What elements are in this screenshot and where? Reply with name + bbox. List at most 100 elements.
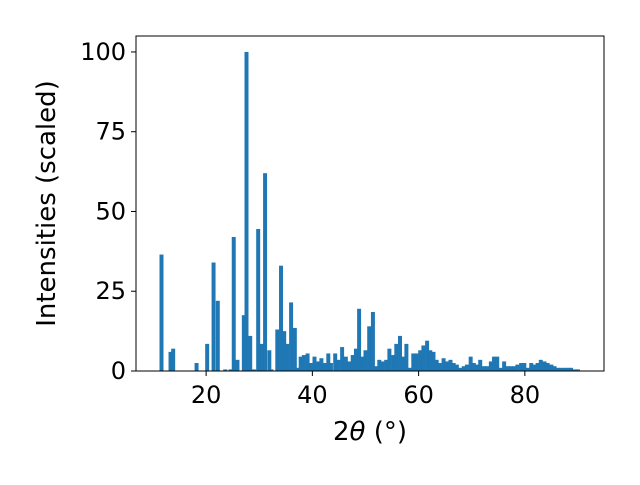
bar: [542, 361, 547, 371]
bar: [267, 350, 272, 371]
bar: [363, 350, 368, 371]
bar: [552, 366, 557, 371]
bar: [275, 329, 280, 371]
bar: [555, 367, 560, 371]
bar: [565, 367, 570, 371]
bar: [481, 366, 486, 371]
bar: [350, 355, 355, 371]
bar: [407, 367, 412, 371]
plot-frame: [135, 35, 605, 372]
bar: [322, 363, 327, 371]
bar: [292, 327, 297, 371]
x-axis-label-unit: (°): [365, 417, 407, 447]
bar: [562, 367, 567, 371]
bar: [279, 265, 284, 371]
bar: [285, 343, 290, 371]
bar: [428, 350, 433, 371]
bar: [505, 366, 510, 371]
bar: [475, 364, 480, 371]
bar: [468, 356, 473, 371]
bar: [529, 363, 534, 371]
y-axis-label: Intensities (scaled): [32, 80, 62, 327]
bar: [418, 350, 423, 371]
bar: [326, 353, 331, 371]
bar: [522, 363, 527, 371]
bar: [168, 351, 173, 371]
bar: [215, 300, 220, 371]
bar: [444, 361, 449, 371]
bar: [461, 366, 466, 371]
x-axis-ticks: 20 40 60 80: [191, 371, 540, 409]
bar: [256, 229, 261, 371]
bar: [549, 364, 554, 371]
bar: [502, 361, 507, 371]
bar: [431, 351, 436, 371]
bar: [312, 356, 317, 371]
bar: [569, 367, 574, 371]
bar: [248, 335, 253, 371]
bar: [263, 173, 268, 371]
bar: [525, 367, 530, 371]
bar: [289, 302, 294, 371]
bar: [171, 348, 176, 371]
x-axis-label-symbol: θ: [350, 417, 366, 447]
bar: [282, 331, 287, 371]
bar: [414, 353, 419, 371]
x-axis-label: 2θ (°): [333, 417, 407, 447]
bar: [434, 359, 439, 371]
bar: [464, 364, 469, 371]
bars-group: [159, 51, 580, 371]
bar: [425, 340, 430, 371]
bar: [357, 308, 362, 371]
x-tick-label: 80: [510, 381, 541, 409]
bar: [159, 254, 164, 371]
bar: [205, 343, 210, 371]
bar: [458, 367, 463, 371]
y-tick-label: 100: [80, 38, 126, 66]
bar: [353, 348, 358, 371]
bar: [370, 311, 375, 371]
bar: [478, 359, 483, 371]
bar: [401, 356, 406, 371]
bar: [347, 361, 351, 371]
bar: [244, 51, 249, 371]
bar: [437, 363, 442, 371]
bar: [251, 369, 256, 371]
bar: [495, 356, 500, 371]
y-tick-label: 50: [95, 197, 126, 225]
bar: [454, 364, 459, 371]
bar: [515, 364, 520, 371]
bar: [384, 359, 389, 371]
bar: [387, 348, 392, 371]
bar: [360, 356, 365, 371]
y-tick-label: 0: [111, 357, 126, 385]
bar: [298, 356, 303, 371]
bar: [498, 367, 503, 371]
y-axis-ticks: 0 25 50 75 100: [80, 38, 136, 385]
bar: [558, 367, 563, 371]
bar: [391, 355, 396, 371]
bar: [572, 369, 577, 371]
bar: [259, 343, 264, 371]
bar: [269, 369, 274, 371]
bar: [231, 237, 236, 371]
bar: [301, 355, 306, 371]
bar: [228, 369, 233, 371]
bar: [367, 326, 372, 371]
bar: [394, 343, 399, 371]
bar: [398, 335, 402, 371]
bar: [421, 345, 426, 371]
bar: [441, 358, 446, 371]
bar: [488, 361, 493, 371]
bar: [241, 315, 246, 371]
bar: [492, 356, 497, 371]
bar: [448, 359, 453, 371]
bar: [328, 363, 333, 371]
bar: [519, 363, 524, 371]
bar: [575, 369, 580, 371]
bar: [411, 353, 416, 371]
bar: [319, 358, 324, 371]
bar: [377, 359, 382, 371]
bar: [545, 363, 550, 371]
